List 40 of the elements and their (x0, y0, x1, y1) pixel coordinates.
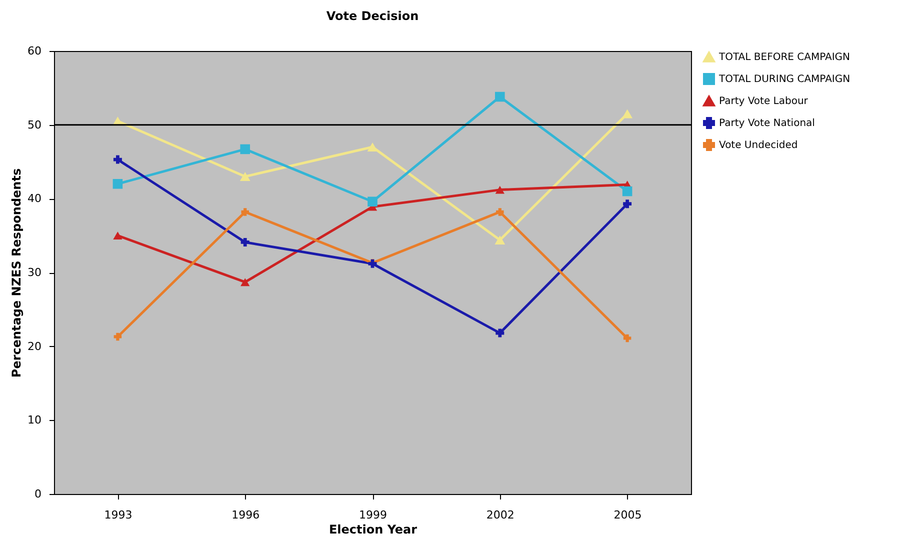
y-tick-label: 0 (34, 488, 42, 500)
point (494, 236, 506, 245)
legend-label: Party Vote National (719, 118, 815, 129)
x-tick-label: 1996 (232, 508, 260, 522)
x-tick-label: 1999 (359, 508, 387, 522)
chart-title: Vote Decision (326, 9, 419, 23)
x-tick-label: 1993 (104, 508, 132, 522)
point (114, 332, 122, 341)
x-tick-label: 2005 (614, 508, 642, 522)
legend-label: TOTAL BEFORE CAMPAIGN (718, 52, 850, 63)
point (367, 142, 378, 152)
legend-label: TOTAL DURING CAMPAIGN (718, 74, 850, 85)
point (240, 144, 250, 154)
point (495, 92, 505, 102)
y-tick-label: 20 (28, 340, 42, 353)
point (240, 278, 250, 286)
y-tick-label: 50 (28, 118, 42, 132)
y-tick-label: 40 (28, 192, 42, 206)
x-axis-title: Election Year (328, 522, 418, 536)
point (623, 200, 632, 208)
point (496, 208, 504, 216)
point (622, 109, 632, 118)
point (368, 196, 378, 207)
point (622, 186, 632, 196)
y-tick-label: 10 (28, 414, 42, 427)
point (113, 232, 122, 240)
y-tick-label: 60 (28, 44, 42, 58)
legend-label: Party Vote Labour (719, 96, 809, 107)
point (113, 155, 122, 164)
y-tick-label: 30 (28, 266, 42, 279)
point (240, 172, 250, 182)
point (240, 238, 250, 246)
x-tick-label: 2002 (486, 508, 514, 522)
point (623, 334, 632, 342)
point (241, 208, 249, 216)
legend-label: Vote Undecided (719, 140, 798, 151)
point (495, 186, 504, 194)
y-axis-title: Percentage NZES Respondents (10, 168, 24, 378)
point (496, 328, 504, 338)
point (112, 179, 123, 189)
